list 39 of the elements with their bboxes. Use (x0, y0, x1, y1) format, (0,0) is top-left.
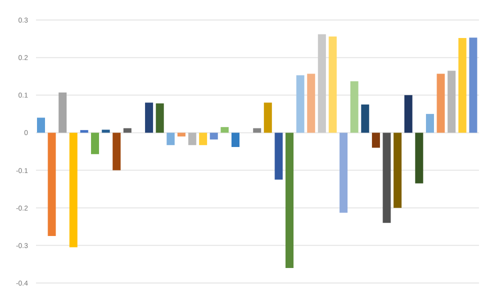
bar (318, 34, 326, 133)
bar (80, 130, 88, 133)
bar (340, 132, 348, 213)
bar (37, 118, 45, 133)
bar (372, 132, 380, 148)
bar (394, 132, 402, 208)
bar (415, 132, 424, 184)
bar (220, 127, 229, 133)
bar (448, 70, 456, 133)
bar (253, 128, 262, 133)
bar (199, 132, 208, 146)
bar (307, 74, 316, 133)
bar (112, 132, 121, 170)
bar (404, 95, 412, 133)
bar (188, 132, 196, 146)
bar (274, 132, 283, 180)
bar (426, 114, 434, 133)
bar (58, 92, 67, 133)
bar (69, 132, 78, 248)
bar (166, 132, 175, 146)
bar (328, 36, 337, 133)
bar (436, 74, 445, 133)
bar (458, 38, 466, 133)
bar (123, 128, 132, 133)
bar (102, 130, 110, 133)
bar (296, 75, 304, 133)
bar (156, 103, 164, 133)
bar (382, 132, 391, 223)
bar (361, 104, 370, 133)
bar (145, 102, 154, 133)
bar (231, 132, 240, 147)
bar (48, 132, 56, 236)
bar (469, 38, 478, 133)
bar (91, 132, 100, 154)
bar (177, 132, 186, 136)
bar (350, 81, 358, 133)
bar (264, 102, 272, 133)
bar (286, 132, 294, 268)
bar (210, 132, 218, 140)
